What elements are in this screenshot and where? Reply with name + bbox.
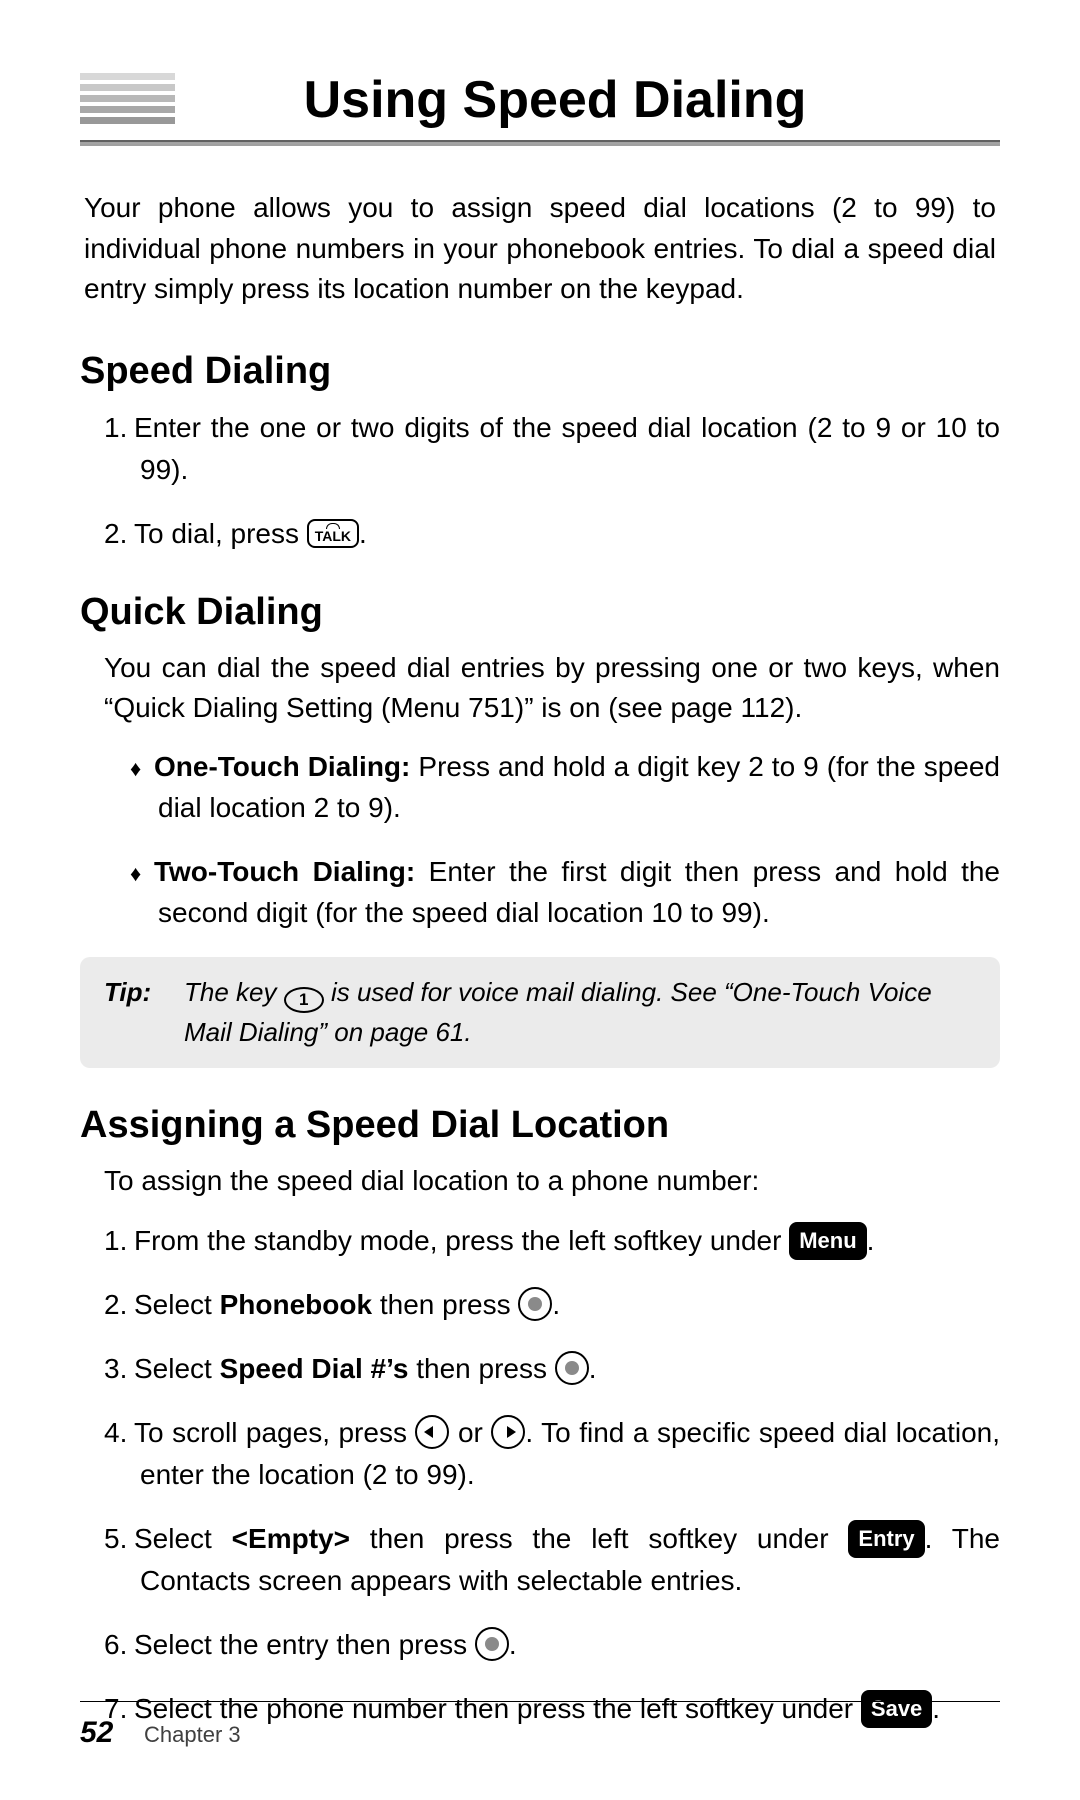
section-assigning: Assigning a Speed Dial Location To assig… [80, 1104, 1000, 1730]
tip-pre: The key [184, 977, 284, 1007]
page-number: 52 [80, 1716, 113, 1749]
s3-bold: Speed Dial #’s [220, 1353, 409, 1384]
assign-step-4: 4.To scroll pages, press or . To find a … [104, 1412, 1000, 1496]
tip-box: Tip: The key 1 is used for voice mail di… [80, 957, 1000, 1068]
assign-step-1: 1.From the standby mode, press the left … [104, 1220, 1000, 1262]
nav-right-icon [491, 1415, 525, 1449]
heading-speed-dialing: Speed Dialing [80, 350, 1000, 393]
nav-left-icon [415, 1415, 449, 1449]
s6-post: . [509, 1629, 517, 1660]
softkey-menu: Menu [789, 1222, 866, 1260]
intro-paragraph: Your phone allows you to assign speed di… [80, 188, 1000, 310]
nav-center-icon [475, 1627, 509, 1661]
step-1-text: Enter the one or two digits of the speed… [134, 412, 1000, 485]
s3-post: . [589, 1353, 597, 1384]
bullet-two-touch: Two-Touch Dialing: Enter the first digit… [130, 852, 1000, 933]
s3-pre: Select [134, 1353, 220, 1384]
step-1: 1.Enter the one or two digits of the spe… [104, 407, 1000, 491]
s2-pre: Select [134, 1289, 220, 1320]
tip-label: Tip: [104, 973, 184, 1052]
s5-pre: Select [134, 1523, 232, 1554]
page-footer: 52 Chapter 3 [80, 1701, 1000, 1750]
key-1-icon: 1 [284, 987, 324, 1013]
s2-post: . [552, 1289, 560, 1320]
step-2-post: . [359, 518, 367, 549]
s5-mid: then press the left softkey under [350, 1523, 848, 1554]
talk-key-icon: TALK [307, 519, 359, 548]
nav-center-icon [518, 1287, 552, 1321]
assign-step-2: 2.Select Phonebook then press . [104, 1284, 1000, 1326]
s2-mid: then press [372, 1289, 518, 1320]
bullet-one-touch: One-Touch Dialing: Press and hold a digi… [130, 747, 1000, 828]
s1-post: . [867, 1225, 875, 1256]
heading-quick-dialing: Quick Dialing [80, 591, 1000, 634]
assign-step-6: 6.Select the entry then press . [104, 1624, 1000, 1666]
s5-bold: <Empty> [232, 1523, 350, 1554]
quick-dialing-intro: You can dial the speed dial entries by p… [80, 648, 1000, 729]
assigning-intro: To assign the speed dial location to a p… [80, 1161, 1000, 1202]
s1-pre: From the standby mode, press the left so… [134, 1225, 789, 1256]
section-quick-dialing: Quick Dialing You can dial the speed dia… [80, 591, 1000, 1069]
section-speed-dialing: Speed Dialing 1.Enter the one or two dig… [80, 350, 1000, 555]
s4-pre: To scroll pages, press [134, 1417, 415, 1448]
chapter-label: Chapter 3 [144, 1722, 241, 1747]
nav-center-icon [555, 1351, 589, 1385]
assign-step-3: 3.Select Speed Dial #’s then press . [104, 1348, 1000, 1390]
header-bars-decoration [80, 73, 175, 128]
softkey-entry: Entry [848, 1520, 924, 1558]
step-2: 2.To dial, press TALK. [104, 513, 1000, 555]
step-2-pre: To dial, press [134, 518, 307, 549]
page-title: Using Speed Dialing [205, 70, 1000, 130]
s6-pre: Select the entry then press [134, 1629, 475, 1660]
tip-text: The key 1 is used for voice mail dialing… [184, 973, 976, 1052]
s3-mid: then press [408, 1353, 554, 1384]
heading-assigning: Assigning a Speed Dial Location [80, 1104, 1000, 1147]
page-header: Using Speed Dialing [80, 70, 1000, 130]
assign-step-5: 5.Select <Empty> then press the left sof… [104, 1518, 1000, 1602]
s4-mid: or [449, 1417, 491, 1448]
one-touch-label: One-Touch Dialing: [154, 751, 410, 782]
title-divider [80, 140, 1000, 146]
two-touch-label: Two-Touch Dialing: [154, 856, 415, 887]
s2-bold: Phonebook [220, 1289, 372, 1320]
